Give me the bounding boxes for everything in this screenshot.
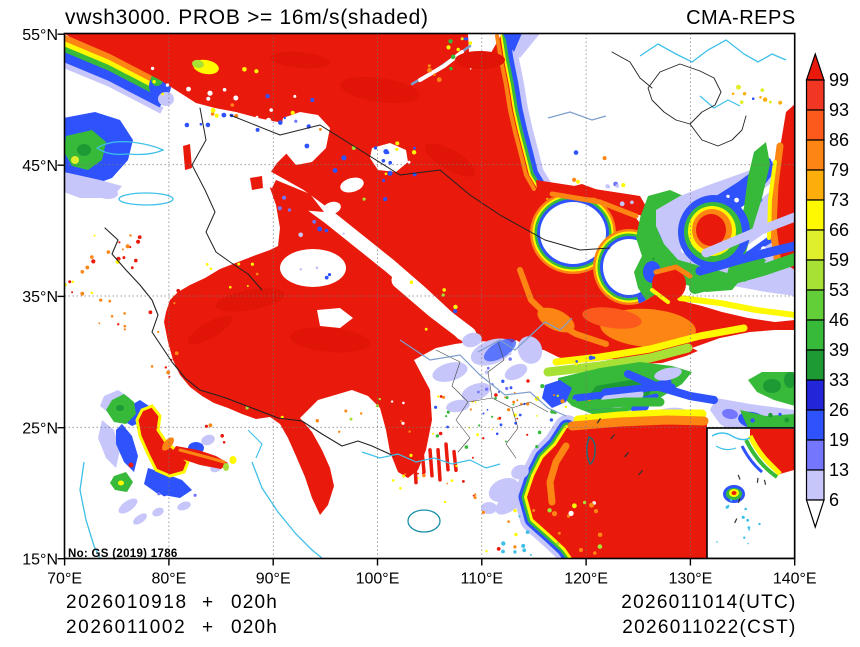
svg-text:70°E: 70°E	[47, 571, 82, 588]
svg-text:No: GS (2019) 1786: No: GS (2019) 1786	[68, 548, 178, 560]
svg-text:59: 59	[829, 250, 849, 270]
svg-text:46: 46	[829, 310, 849, 330]
svg-text:90°E: 90°E	[256, 571, 291, 588]
svg-text:6: 6	[829, 490, 839, 510]
svg-text:25°N: 25°N	[22, 421, 58, 438]
svg-text:130°E: 130°E	[669, 571, 713, 588]
svg-text:26: 26	[829, 400, 849, 420]
svg-text:15°N: 15°N	[22, 552, 58, 569]
svg-text:86: 86	[829, 130, 849, 150]
svg-text:39: 39	[829, 340, 849, 360]
svg-text:+: +	[202, 592, 213, 613]
svg-text:110°E: 110°E	[461, 571, 504, 588]
svg-text:2026011014(UTC): 2026011014(UTC)	[621, 592, 796, 613]
svg-text:79: 79	[829, 160, 849, 180]
svg-text:120°E: 120°E	[564, 571, 608, 588]
svg-text:33: 33	[829, 370, 849, 390]
svg-text:55°N: 55°N	[22, 27, 58, 44]
svg-text:+: +	[202, 617, 213, 638]
svg-text:80°E: 80°E	[151, 571, 186, 588]
svg-text:020h: 020h	[231, 592, 278, 613]
svg-text:66: 66	[829, 220, 849, 240]
svg-text:19: 19	[829, 430, 849, 450]
svg-text:100°E: 100°E	[356, 571, 400, 588]
svg-text:99: 99	[829, 70, 849, 90]
svg-text:020h: 020h	[231, 617, 278, 638]
svg-text:53: 53	[829, 280, 849, 300]
svg-text:2026011002: 2026011002	[66, 617, 186, 638]
svg-text:45°N: 45°N	[22, 158, 58, 175]
svg-text:CMA-REPS: CMA-REPS	[686, 7, 796, 29]
svg-text:2026010918: 2026010918	[66, 592, 188, 613]
svg-text:vwsh3000. PROB >= 16m/s(shaded: vwsh3000. PROB >= 16m/s(shaded)	[65, 6, 429, 29]
svg-text:93: 93	[829, 100, 849, 120]
svg-text:73: 73	[829, 190, 849, 210]
svg-text:35°N: 35°N	[22, 289, 58, 306]
svg-text:13: 13	[829, 460, 849, 480]
svg-text:2026011022(CST): 2026011022(CST)	[622, 617, 796, 638]
svg-text:140°E: 140°E	[773, 571, 817, 588]
